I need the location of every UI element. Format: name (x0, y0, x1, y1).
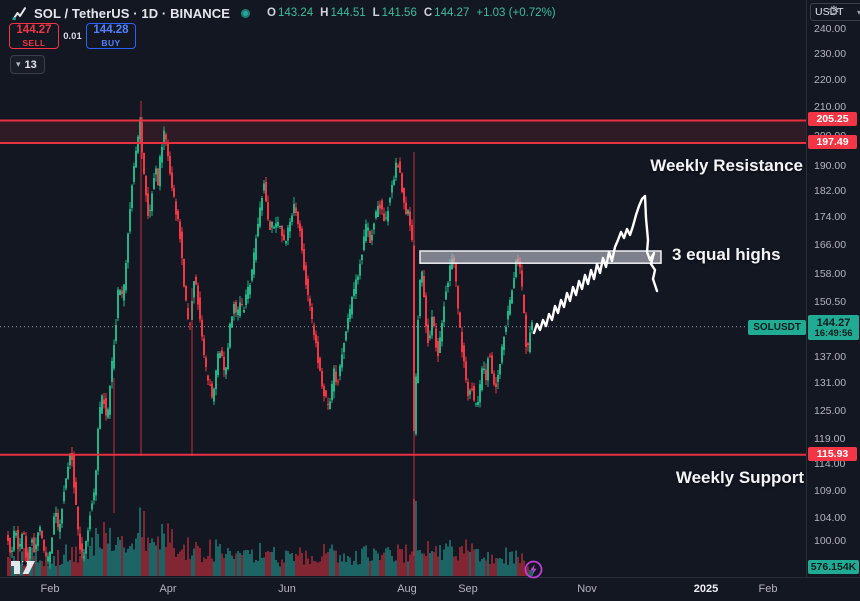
volume-axis-label: 576.154K (808, 560, 859, 574)
open-label: O (267, 7, 276, 19)
price-axis-label: 190.00 (814, 159, 847, 172)
projection-path[interactable] (532, 194, 659, 335)
gear-icon[interactable]: ⚙ (828, 3, 840, 18)
level-price-label: 115.93 (808, 446, 857, 461)
resistance-zone (0, 120, 806, 143)
time-axis-label: Nov (577, 583, 597, 595)
weekly-support-annotation[interactable]: Weekly Support (675, 468, 804, 487)
price-axis-label: 240.00 (814, 23, 847, 35)
tradingview-logo[interactable] (10, 556, 36, 580)
price-axis-label: 104.00 (814, 512, 847, 525)
sell-price: 144.27 (16, 24, 52, 36)
time-axis[interactable]: Feb Apr Jun Aug Sep Nov 2025 Feb (0, 577, 860, 601)
levels-layer[interactable] (0, 101, 806, 556)
drawings-layer[interactable] (419, 194, 662, 335)
symbol-title[interactable]: SOL / TetherUS · 1D · BINANCE (34, 5, 230, 21)
lightning-icon[interactable] (524, 560, 543, 584)
currency-selector[interactable]: USDT ▾ (810, 3, 860, 21)
chevron-down-icon: ▾ (16, 59, 21, 69)
volume-layer (7, 499, 533, 576)
buy-button[interactable]: 144.28 BUY (86, 23, 136, 49)
currency-label: USDT (815, 6, 844, 18)
low-label: L (372, 7, 380, 19)
close-value: 144.27 (434, 7, 470, 19)
change-value: +1.03 (+0.72%) (476, 7, 556, 19)
price-axis-label: 182.00 (814, 184, 847, 197)
equal-highs-box[interactable] (419, 250, 662, 264)
candles-layer (7, 117, 533, 569)
time-axis-label: Feb (758, 583, 778, 595)
last-price-value: 144.27 (816, 316, 851, 329)
bar-countdown: 16:49:56 (814, 327, 853, 339)
ohlc-values: O 143.24 H 144.51 L 141.56 C 144.27 +1.03 (+… (267, 7, 556, 19)
price-axis-label: 100.00 (814, 535, 847, 548)
spread-value: 0.01 (63, 30, 82, 42)
time-axis-label: 2025 (693, 583, 719, 595)
open-value: 143.24 (277, 7, 314, 19)
price-axis-label: 131.00 (814, 377, 847, 390)
price-axis-label: 220.00 (814, 73, 847, 86)
last-price-label: 144.27 16:49:56 (808, 314, 859, 341)
market-live-dot-icon (241, 8, 250, 18)
time-axis-label: Sep (458, 583, 478, 595)
buy-price: 144.28 (93, 24, 129, 36)
price-axis-label: 137.00 (814, 350, 847, 363)
price-axis-label: 114.00 (814, 458, 846, 471)
time-axis-label: Feb (40, 583, 60, 595)
price-axis-label: 109.00 (814, 484, 847, 497)
equal-highs-annotation[interactable]: 3 equal highs (672, 245, 781, 264)
price-axis-label: 125.00 (814, 404, 847, 417)
indicators-dropdown[interactable]: ▾ 13 (10, 55, 45, 74)
chevron-down-icon: ▾ (856, 7, 860, 17)
price-axis[interactable]: USDT ▾ 144.27 16:49:56 576.154K 240.00 23… (806, 0, 860, 577)
price-line-symbol-tag: SOLUSDT (748, 320, 806, 335)
buy-label: BUY (101, 37, 121, 48)
indicator-count: 13 (24, 58, 37, 71)
symbol-mini-chart-icon (12, 6, 27, 21)
chart-canvas[interactable] (0, 0, 806, 577)
price-axis-label: 119.00 (814, 433, 846, 446)
time-axis-label: Aug (397, 583, 417, 595)
level-price-label: 205.25 (808, 112, 857, 127)
close-label: C (423, 7, 433, 19)
trade-panel: 144.27 SELL 0.01 144.28 BUY (9, 23, 136, 49)
level-price-label: 197.49 (808, 135, 857, 150)
price-axis-label: 150.50 (814, 296, 847, 308)
price-axis-label: 230.00 (814, 47, 847, 60)
price-axis-label: 166.00 (814, 238, 847, 251)
weekly-resistance-annotation[interactable]: Weekly Resistance (650, 156, 803, 175)
time-axis-label: Jun (278, 583, 296, 595)
price-axis-label: 158.00 (814, 267, 847, 280)
price-axis-label: 210.00 (814, 101, 847, 114)
time-axis-label: Apr (159, 583, 177, 595)
high-label: H (320, 7, 329, 19)
price-axis-label: 174.00 (814, 211, 847, 224)
low-value: 141.56 (381, 7, 417, 19)
sell-button[interactable]: 144.27 SELL (9, 23, 59, 49)
sell-label: SELL (22, 37, 46, 48)
high-value: 144.51 (330, 7, 366, 19)
